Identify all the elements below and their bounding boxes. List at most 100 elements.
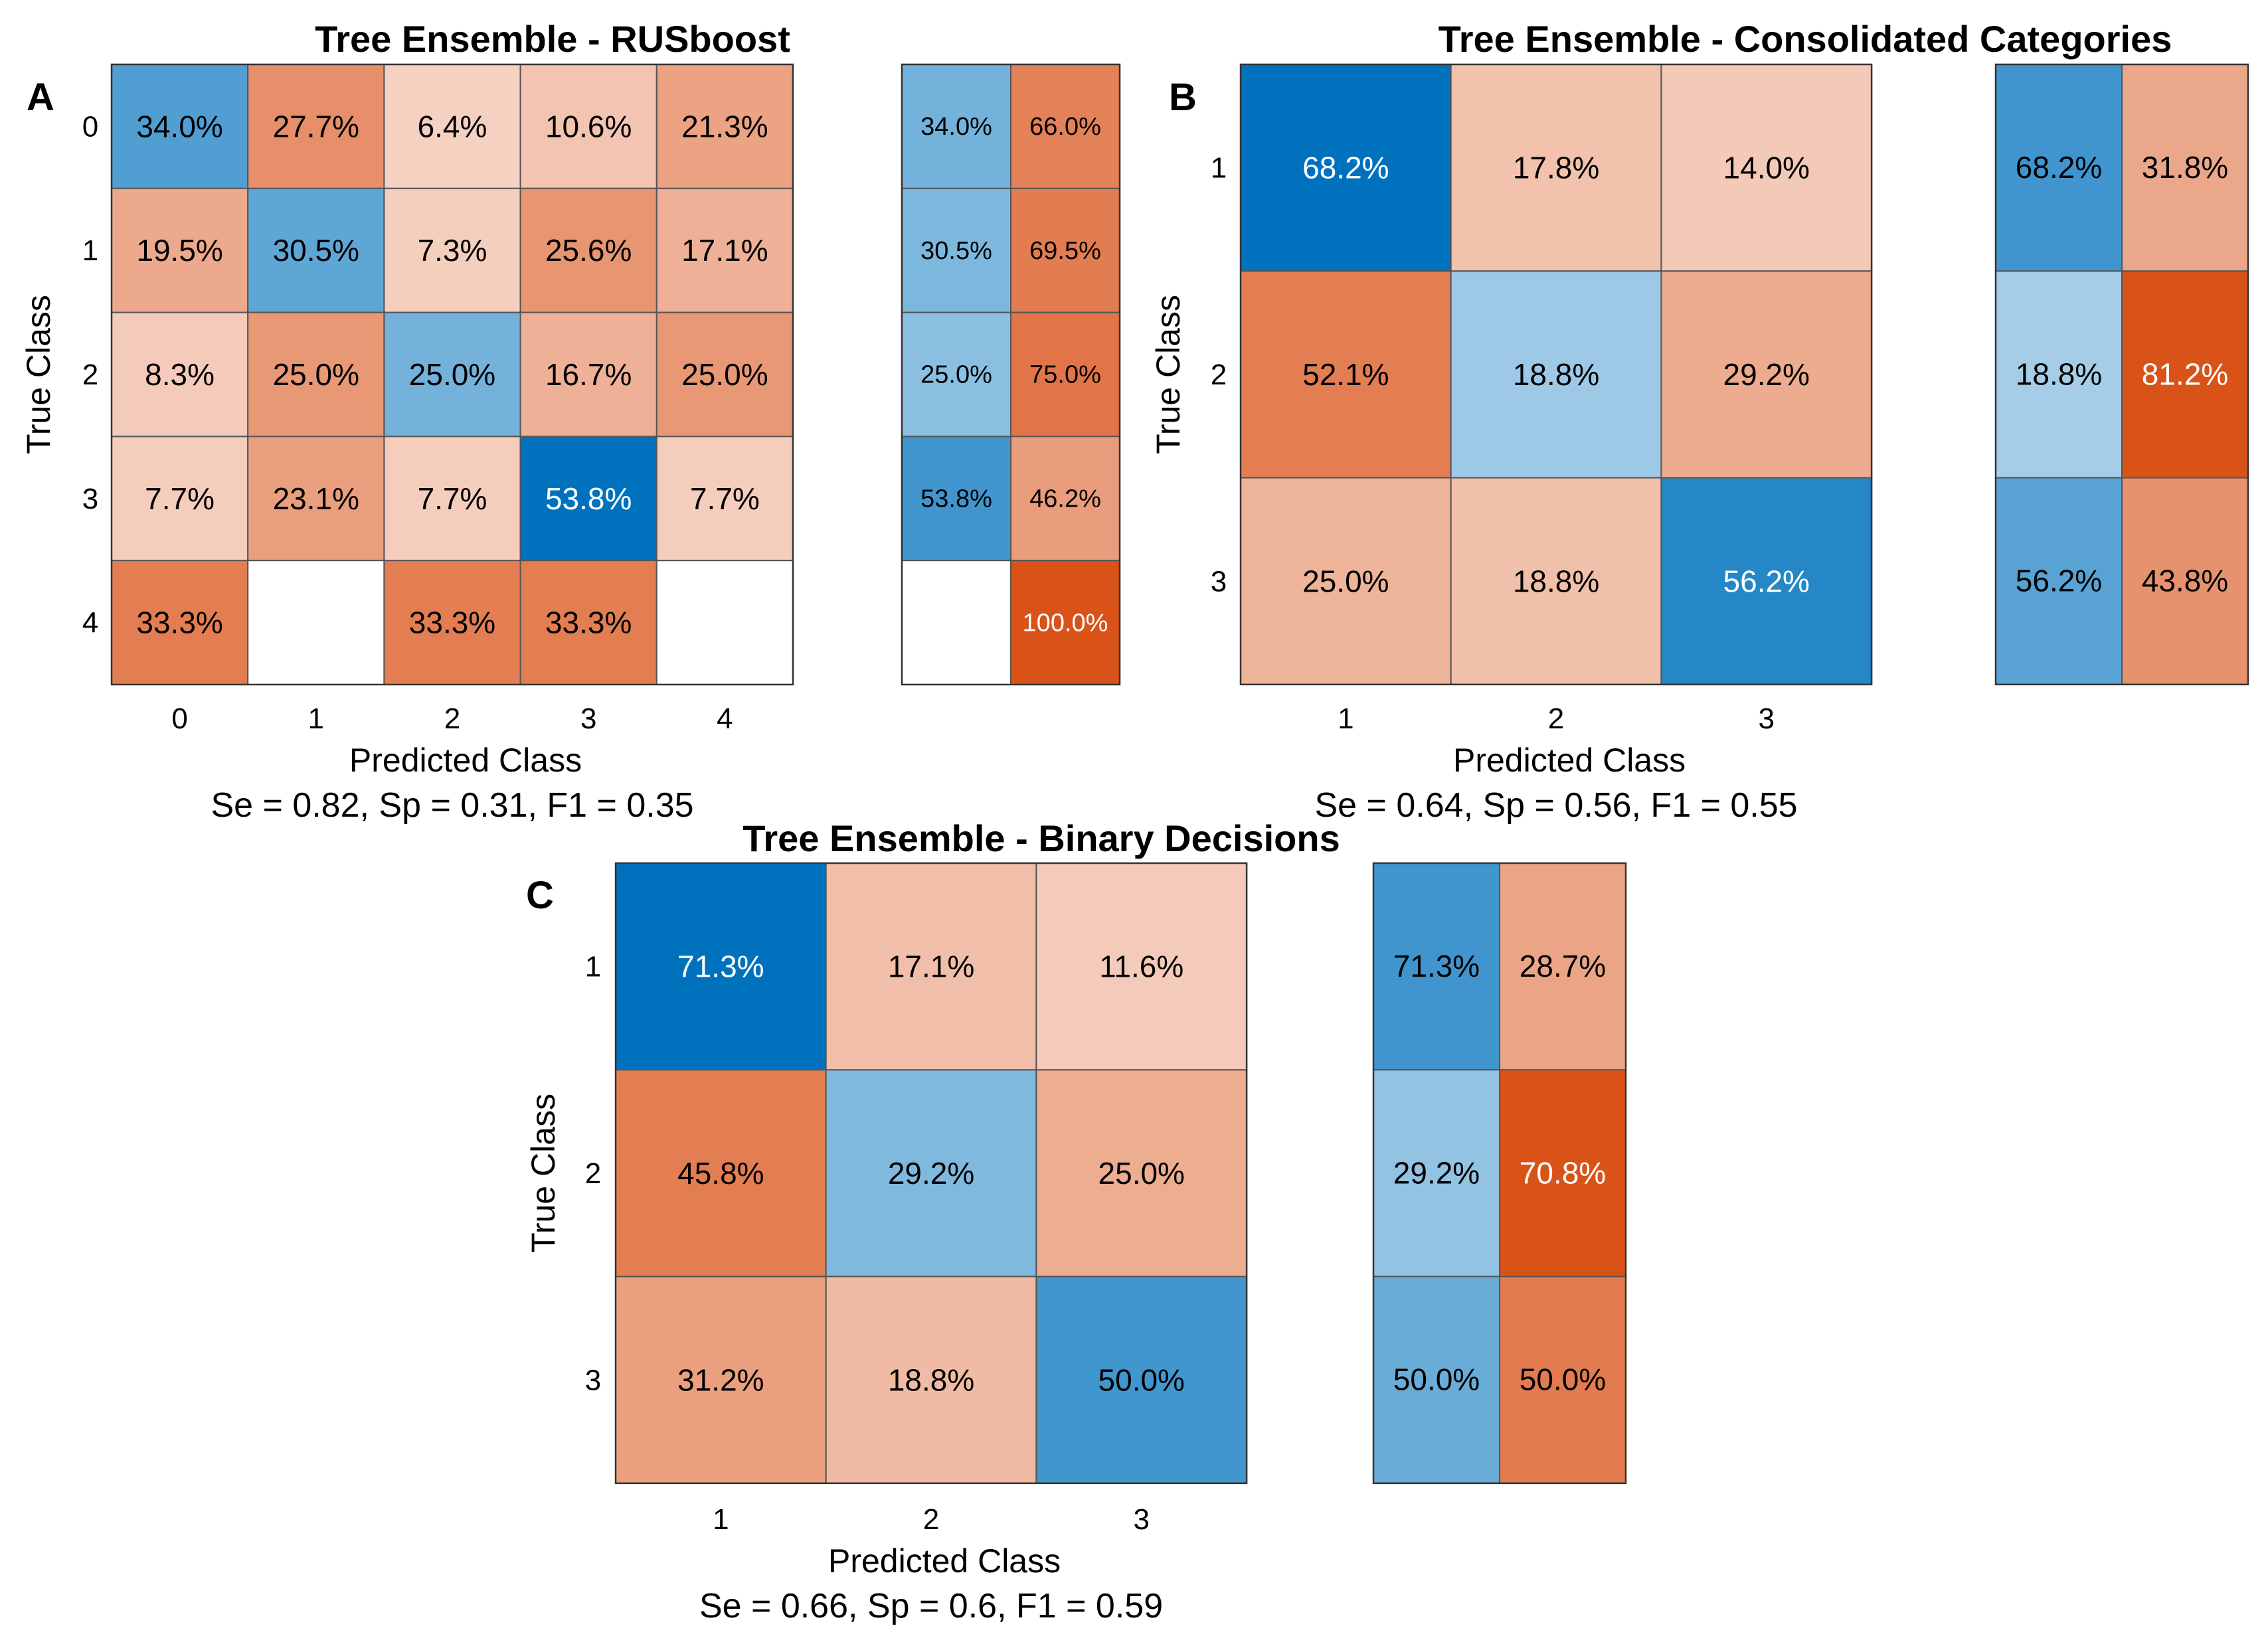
matrix-cell-label: 53.8%	[545, 481, 632, 516]
summary-cell-label: 50.0%	[1393, 1362, 1480, 1397]
summary-cell-label: 81.2%	[2142, 357, 2228, 391]
x-tick-label: 3	[580, 702, 596, 735]
matrix-cell-label: 8.3%	[145, 357, 215, 392]
summary-error-cell	[1499, 1275, 1626, 1484]
matrix-cell	[1035, 1069, 1248, 1277]
x-tick-label: 2	[1548, 702, 1564, 735]
matrix-cell	[825, 1069, 1037, 1277]
panel-letter: A	[27, 76, 54, 119]
summary-cell-label: 18.8%	[2016, 357, 2102, 391]
matrix-cell-label: 25.0%	[1302, 564, 1389, 598]
matrix-cell-label: 18.8%	[888, 1362, 974, 1397]
matrix-cell-label: 17.8%	[1513, 151, 1599, 185]
panel-letter: C	[526, 874, 554, 917]
y-axis-label: True Class	[20, 295, 57, 454]
metrics-summary: Se = 0.82, Sp = 0.31, F1 = 0.35	[211, 786, 693, 825]
matrix-cell-label: 29.2%	[888, 1156, 974, 1190]
x-tick-label: 4	[717, 702, 733, 735]
matrix-cell-label: 33.3%	[409, 606, 495, 640]
summary-cell-label: 69.5%	[1029, 237, 1101, 265]
y-tick-label: 1	[82, 234, 98, 267]
summary-cell-label: 66.0%	[1029, 113, 1101, 141]
matrix-cell	[247, 64, 385, 189]
matrix-cell	[615, 1275, 827, 1484]
matrix-cell	[519, 311, 657, 438]
matrix-cell	[655, 187, 794, 313]
summary-cell-label: 28.7%	[1520, 949, 1606, 983]
matrix-cell	[383, 187, 521, 313]
matrix-cell-label: 33.3%	[136, 606, 222, 640]
y-tick-label: 1	[585, 951, 601, 983]
matrix-cell	[655, 64, 794, 189]
x-tick-label: 1	[713, 1503, 729, 1536]
matrix-cell-label: 11.6%	[1099, 949, 1183, 984]
matrix-cell-label: 21.3%	[681, 109, 768, 143]
summary-error-cell	[2121, 270, 2249, 479]
y-tick-label: 1	[1211, 152, 1227, 185]
matrix-cell	[111, 560, 249, 686]
y-axis-label: True Class	[1150, 295, 1187, 454]
summary-cell-label: 30.5%	[920, 237, 992, 265]
summary-cell-label: 71.3%	[1393, 949, 1480, 983]
summary-correct-cell	[1995, 477, 2123, 685]
matrix-cell-label: 18.8%	[1513, 357, 1599, 392]
matrix-cell-label: 27.7%	[273, 109, 359, 143]
matrix-cell-label: 23.1%	[273, 481, 359, 516]
summary-error-cell	[1499, 862, 1626, 1071]
matrix-cell-label: 16.7%	[545, 357, 632, 392]
matrix-cell	[1660, 477, 1873, 685]
matrix-cell	[247, 436, 385, 562]
summary-cell-label: 56.2%	[2016, 564, 2102, 598]
x-tick-label: 3	[1134, 1503, 1150, 1536]
matrix-cell-label: 33.3%	[545, 606, 632, 640]
matrix-cell	[1450, 477, 1662, 685]
matrix-frame	[614, 862, 1248, 1485]
matrix-frame	[110, 63, 794, 686]
summary-correct-cell	[901, 560, 1011, 686]
x-tick-label: 1	[308, 702, 324, 735]
matrix-cell	[1660, 270, 1873, 479]
summary-error-cell	[1010, 436, 1120, 562]
matrix-cell-label: 6.4%	[418, 109, 487, 143]
summary-cell-label: 31.8%	[2142, 150, 2228, 185]
matrix-cell	[1660, 64, 1873, 272]
matrix-cell-label: 7.7%	[418, 481, 487, 516]
matrix-cell-label: 45.8%	[677, 1156, 764, 1190]
matrix-cell	[1450, 270, 1662, 479]
matrix-cell	[383, 436, 521, 562]
matrix-cell-label: 52.1%	[1302, 357, 1389, 392]
y-tick-label: 2	[82, 359, 98, 391]
matrix-cell	[1035, 862, 1248, 1071]
x-tick-label: 0	[171, 702, 187, 735]
x-axis-label: Predicted Class	[1453, 742, 1686, 779]
y-axis-label: True Class	[525, 1094, 562, 1253]
panel-b: Tree Ensemble - Consolidated Categories B…	[1150, 18, 2249, 825]
matrix-cell	[519, 560, 657, 686]
y-tick-label: 3	[585, 1364, 601, 1396]
y-tick-label: 3	[1211, 565, 1227, 598]
summary-cell-label: 75.0%	[1029, 361, 1101, 389]
summary-error-cell	[1010, 560, 1120, 686]
matrix-cell-label: 29.2%	[1723, 357, 1810, 392]
summary-correct-cell	[1373, 1069, 1500, 1277]
matrix-cell-label: 7.7%	[145, 481, 215, 516]
x-tick-label: 3	[1759, 702, 1775, 735]
x-tick-label: 2	[923, 1503, 939, 1536]
summary-error-cell	[1010, 187, 1120, 313]
y-tick-label: 2	[585, 1157, 601, 1190]
matrix-cell	[655, 560, 794, 686]
x-axis-label: Predicted Class	[349, 742, 582, 779]
matrix-cell	[1240, 64, 1452, 272]
matrix-frame	[1239, 63, 1873, 686]
summary-cell-label: 70.8%	[1520, 1155, 1606, 1190]
x-tick-label: 1	[1338, 702, 1353, 735]
matrix-cell	[655, 436, 794, 562]
matrix-cell-label: 19.5%	[136, 233, 222, 268]
matrix-cell	[655, 311, 794, 438]
matrix-cell-label: 10.6%	[545, 109, 632, 143]
summary-cell-label: 50.0%	[1520, 1362, 1606, 1397]
matrix-cell-label: 18.8%	[1513, 564, 1599, 598]
